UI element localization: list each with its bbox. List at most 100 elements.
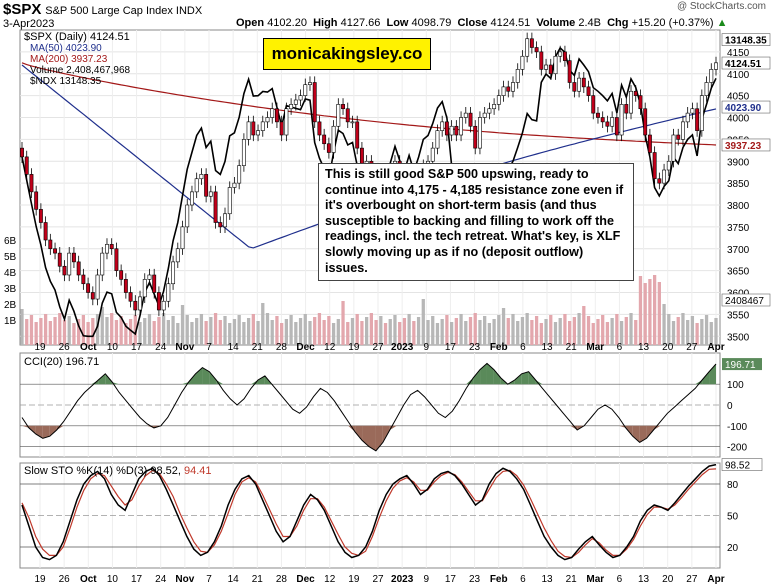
candle-body bbox=[572, 82, 577, 92]
candle-body bbox=[232, 182, 237, 188]
candle-body bbox=[525, 38, 530, 57]
candle-body bbox=[596, 112, 600, 118]
x-tick-label: 13 bbox=[638, 342, 650, 353]
volume-bar bbox=[700, 319, 704, 345]
volume-bar bbox=[634, 320, 638, 345]
candle-body bbox=[671, 134, 676, 162]
cci-overbought-fill bbox=[473, 369, 481, 385]
volume-bar bbox=[157, 317, 161, 345]
volume-bar bbox=[341, 301, 345, 345]
volume-bar bbox=[516, 321, 520, 345]
volume-bar bbox=[454, 318, 458, 345]
volume-bar bbox=[657, 282, 661, 345]
price-tick-label: 3750 bbox=[727, 223, 750, 234]
x-tick-label: 13 bbox=[541, 574, 553, 585]
volume-bar bbox=[643, 283, 647, 345]
x-tick-label: 28 bbox=[276, 342, 288, 353]
volume-bar bbox=[686, 320, 690, 345]
candle-body bbox=[289, 104, 294, 110]
volume-bar bbox=[190, 322, 194, 345]
volume-last-tag: 2408467 bbox=[725, 296, 764, 307]
volume-bar bbox=[180, 305, 185, 345]
candle-body bbox=[681, 121, 685, 140]
candle-body bbox=[24, 156, 29, 175]
volume-bar bbox=[695, 323, 699, 345]
x-tick-label: 6 bbox=[520, 574, 526, 585]
candle-body bbox=[128, 292, 133, 302]
candle-body bbox=[695, 108, 700, 131]
x-tick-label: Mar bbox=[586, 574, 604, 585]
cci-line bbox=[21, 362, 717, 452]
candle-body bbox=[133, 300, 138, 311]
candle-body bbox=[699, 95, 704, 131]
price-tick-label: 3650 bbox=[727, 267, 750, 278]
volume-bar bbox=[549, 315, 553, 345]
x-tick-label: 10 bbox=[107, 342, 119, 353]
candle-body bbox=[53, 248, 57, 254]
candle-body bbox=[123, 279, 128, 293]
candle-body bbox=[605, 121, 610, 127]
candle-body bbox=[638, 95, 643, 110]
candle-body bbox=[76, 261, 81, 276]
candle-body bbox=[138, 296, 142, 311]
volume-tick-label: 2B bbox=[4, 300, 17, 311]
candle-body bbox=[355, 121, 360, 149]
volume-bar bbox=[171, 316, 175, 345]
sto-last-tag: 98.52 bbox=[725, 461, 750, 472]
candle-body bbox=[624, 104, 629, 114]
candle-body bbox=[81, 274, 86, 285]
x-tick-label: 17 bbox=[445, 342, 457, 353]
cci-oversold-fill bbox=[632, 425, 640, 443]
candle-body bbox=[114, 248, 119, 271]
candle-body bbox=[591, 95, 596, 114]
cci-oversold-fill bbox=[375, 425, 383, 451]
volume-bar bbox=[213, 313, 218, 345]
volume-bar bbox=[379, 316, 383, 345]
volume-bar bbox=[449, 322, 454, 345]
cci-overbought-fill bbox=[202, 367, 210, 385]
volume-bar bbox=[393, 315, 397, 345]
volume-bar bbox=[662, 304, 666, 345]
candle-body bbox=[558, 51, 563, 57]
candle-body bbox=[449, 125, 454, 136]
volume-bar bbox=[431, 316, 435, 345]
x-tick-label: Mar bbox=[586, 342, 604, 353]
candle-body bbox=[562, 51, 567, 61]
volume-bar bbox=[671, 321, 676, 345]
candle-body bbox=[71, 252, 76, 263]
volume-bar bbox=[416, 317, 421, 345]
volume-bar bbox=[483, 316, 487, 345]
x-tick-label: 2023 bbox=[391, 342, 414, 353]
volume-bar bbox=[20, 309, 24, 345]
candle-body bbox=[643, 108, 648, 136]
candle-body bbox=[548, 64, 553, 75]
candle-body bbox=[218, 222, 223, 228]
candle-body bbox=[270, 108, 275, 118]
volume-bar bbox=[487, 323, 492, 345]
candle-body bbox=[553, 55, 558, 75]
candle-body bbox=[345, 108, 350, 123]
candle-body bbox=[265, 117, 270, 123]
candle-body bbox=[586, 86, 591, 96]
volume-bar bbox=[209, 317, 213, 345]
volume-bar bbox=[398, 322, 402, 345]
cci-oversold-fill bbox=[618, 425, 626, 428]
price-tick-label: 4050 bbox=[727, 92, 750, 103]
stockcharts-credit: @ StockCharts.com bbox=[676, 1, 766, 12]
ndx-last-tag-box bbox=[721, 33, 771, 46]
ma200-last-tag-box bbox=[721, 138, 771, 152]
volume-bar bbox=[501, 308, 506, 345]
volume-bar bbox=[25, 319, 29, 345]
volume-bar bbox=[308, 321, 312, 345]
candle-body bbox=[647, 134, 652, 153]
volume-bar bbox=[147, 314, 152, 345]
volume-bar bbox=[114, 320, 119, 345]
cci-oversold-fill bbox=[49, 425, 57, 437]
volume-bar bbox=[667, 314, 671, 345]
candle-body bbox=[180, 226, 185, 250]
volume-bar bbox=[464, 321, 468, 345]
candle-body bbox=[529, 38, 534, 48]
candle-body bbox=[482, 112, 487, 118]
candle-body bbox=[199, 174, 204, 180]
volume-bar bbox=[81, 315, 86, 345]
